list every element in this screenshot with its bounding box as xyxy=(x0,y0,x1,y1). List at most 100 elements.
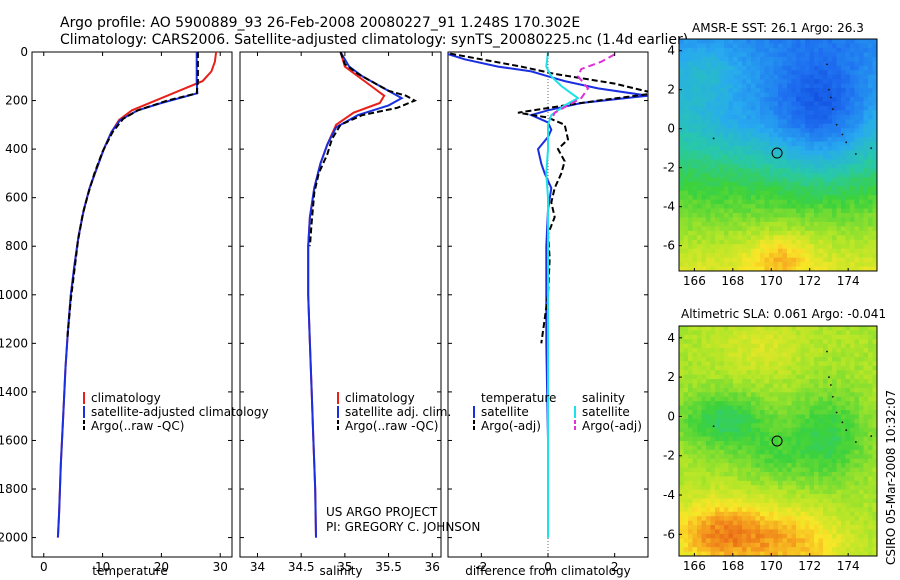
map-cell xyxy=(764,374,770,380)
map-cell xyxy=(845,339,851,345)
map-cell xyxy=(818,538,824,544)
map-cell xyxy=(719,520,725,526)
map-cell xyxy=(863,97,869,103)
map-cell xyxy=(796,172,802,178)
map-cell xyxy=(701,436,707,442)
map-cell xyxy=(872,471,877,477)
map-cell xyxy=(850,137,856,143)
map-cell xyxy=(697,52,703,58)
map-cell xyxy=(697,181,703,187)
map-cell xyxy=(742,436,748,442)
map-cell xyxy=(863,476,869,482)
map-cell xyxy=(697,326,703,332)
map-cell xyxy=(796,551,802,556)
map-cell xyxy=(845,485,851,491)
map-cell xyxy=(859,507,865,513)
map-cell xyxy=(755,529,761,535)
map-cell xyxy=(778,79,784,85)
map-cell xyxy=(706,208,712,214)
map-cell xyxy=(701,551,707,556)
map-cell xyxy=(841,132,847,138)
map-cell xyxy=(796,217,802,223)
map-cell xyxy=(760,334,766,340)
map-cell xyxy=(845,65,851,71)
map-cell xyxy=(728,343,734,349)
map-cell xyxy=(688,217,694,223)
map-cell xyxy=(845,427,851,433)
legend-argo: Argo(..raw -QC) xyxy=(345,419,438,433)
map-cell xyxy=(787,150,793,156)
map-cell xyxy=(724,334,730,340)
map-cell xyxy=(697,330,703,336)
map-cell xyxy=(692,253,698,259)
map-cell xyxy=(751,221,757,227)
map-cell xyxy=(872,248,877,254)
map-cell xyxy=(733,204,739,210)
map-cell xyxy=(737,190,743,196)
map-cell xyxy=(845,186,851,192)
map-cell xyxy=(805,498,811,504)
map-cell xyxy=(872,159,877,165)
map-cell xyxy=(800,379,806,385)
map-cell xyxy=(778,410,784,416)
map-cell xyxy=(742,379,748,385)
map-cell xyxy=(809,339,815,345)
map-cell xyxy=(827,410,833,416)
map-cell xyxy=(737,262,743,268)
difference-axis-label: difference from climatology xyxy=(465,564,631,578)
map-cell xyxy=(724,498,730,504)
map-cell xyxy=(778,74,784,80)
map-cell xyxy=(755,348,761,354)
map-cell xyxy=(863,379,869,385)
map-cell xyxy=(697,498,703,504)
map-cell xyxy=(854,418,860,424)
map-cell xyxy=(706,445,712,451)
map-cell xyxy=(679,379,685,385)
map-cell xyxy=(710,449,716,455)
map-cell xyxy=(692,405,698,411)
map-cell xyxy=(697,163,703,169)
map-cell xyxy=(724,379,730,385)
map-cell xyxy=(710,186,716,192)
map-cell xyxy=(836,155,842,161)
map-cell xyxy=(746,334,752,340)
map-cell xyxy=(697,248,703,254)
map-cell xyxy=(679,525,685,531)
map-cell xyxy=(787,498,793,504)
map-cell xyxy=(872,74,877,80)
map-cell xyxy=(719,137,725,143)
map-cell xyxy=(769,177,775,183)
map-cell xyxy=(863,339,869,345)
map-cell xyxy=(868,489,874,495)
map-cell xyxy=(782,70,788,76)
map-cell xyxy=(850,74,856,80)
map-cell xyxy=(809,480,815,486)
map-cell xyxy=(724,248,730,254)
map-cell xyxy=(827,177,833,183)
map-cell xyxy=(737,163,743,169)
map-cell xyxy=(742,511,748,517)
map-cell xyxy=(715,467,721,473)
map-cell xyxy=(796,39,802,45)
map-cell xyxy=(679,356,685,362)
map-cell xyxy=(742,547,748,553)
map-cell xyxy=(715,97,721,103)
map-cell xyxy=(706,334,712,340)
map-cell xyxy=(868,387,874,393)
map-cell xyxy=(751,352,757,358)
map-cell xyxy=(836,410,842,416)
map-cell xyxy=(742,432,748,438)
map-cell xyxy=(697,538,703,544)
map-cell xyxy=(764,137,770,143)
map-cell xyxy=(814,56,820,62)
map-cell xyxy=(719,348,725,354)
map-cell xyxy=(773,217,779,223)
map-cell xyxy=(796,110,802,116)
map-cell xyxy=(796,454,802,460)
map-cell xyxy=(760,230,766,236)
map-cell xyxy=(724,213,730,219)
map-cell xyxy=(818,547,824,553)
map-cell xyxy=(863,551,869,556)
map-cell xyxy=(751,463,757,469)
map-cell xyxy=(787,547,793,553)
